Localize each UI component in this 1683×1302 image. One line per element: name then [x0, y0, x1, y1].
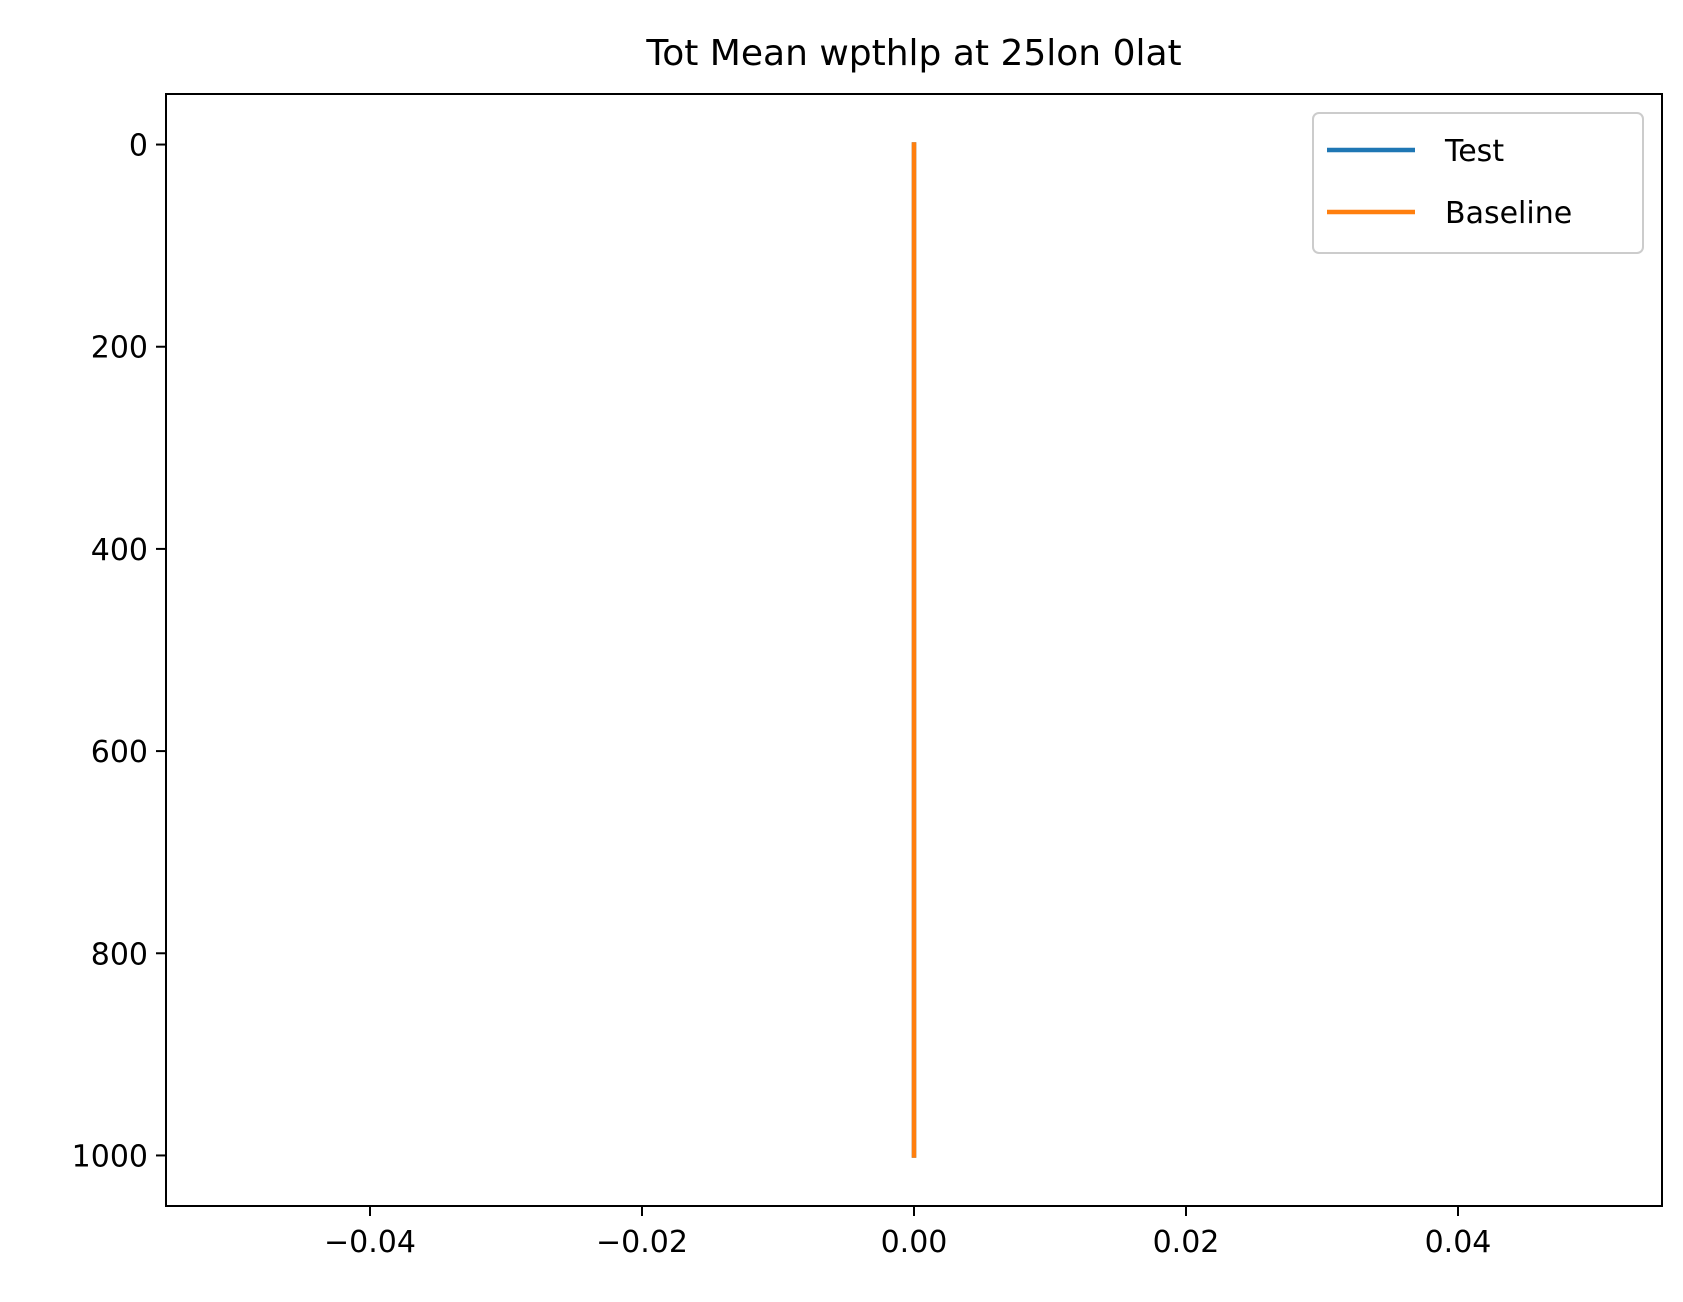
- x-tick-label: 0.02: [1153, 1225, 1220, 1260]
- y-tick-label: 1000: [72, 1139, 148, 1174]
- axes: −0.04 −0.02 0.00 0.02 0.04 0 200 400 600 800 1000: [72, 93, 1663, 1260]
- y-tick-label: 0: [129, 129, 148, 164]
- y-tick-label: 600: [91, 735, 148, 770]
- chart-title: Tot Mean wpthlp at 25lon 0lat: [645, 33, 1181, 74]
- legend-label-baseline: Baseline: [1445, 196, 1572, 231]
- x-tick-label: 0.00: [881, 1225, 948, 1260]
- legend: Test Baseline: [1312, 112, 1644, 254]
- x-tick-label: 0.04: [1425, 1225, 1492, 1260]
- y-tick-label: 200: [91, 331, 148, 366]
- x-tick-label: −0.04: [324, 1225, 416, 1260]
- y-tick-label: 800: [91, 937, 148, 972]
- legend-label-test: Test: [1444, 134, 1504, 169]
- x-tick-label: −0.02: [596, 1225, 688, 1260]
- y-tick-label: 400: [91, 533, 148, 568]
